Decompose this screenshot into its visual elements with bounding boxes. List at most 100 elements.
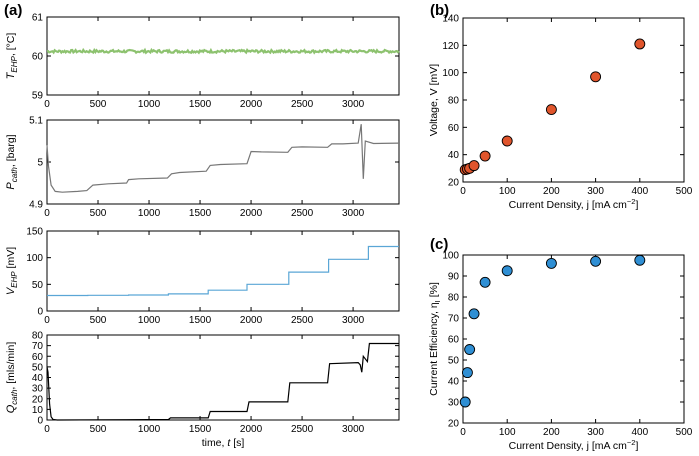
x-tick-label: 0 [44, 424, 50, 435]
y-axis-label: Current Efficiency, ηI [%] [428, 282, 442, 396]
series-line [47, 245, 399, 297]
y-tick-label: 100 [442, 251, 459, 262]
x-tick-label: 100 [499, 427, 516, 438]
series-line [46, 342, 399, 421]
x-tick-label: 2500 [291, 424, 314, 435]
y-tick-label: 59 [32, 91, 44, 102]
panel-label: (a) [4, 2, 22, 19]
x-tick-label: 1000 [138, 208, 161, 219]
y-axis-label: TEHP, [°C] [5, 33, 19, 80]
y-axis-label: Qcath, [mls/min] [5, 342, 19, 414]
y-tick-label: 40 [448, 377, 460, 388]
y-tick-label: 0 [37, 416, 43, 427]
plot-frame [462, 254, 685, 424]
x-tick-label: 2000 [240, 424, 263, 435]
y-axis-label: Voltage, V [mV] [428, 64, 440, 136]
x-tick-label: 500 [90, 208, 107, 219]
y-tick-label: 10 [32, 405, 44, 416]
x-tick-label: 1000 [138, 424, 161, 435]
x-tick-label: 0 [44, 208, 50, 219]
y-tick-label: 20 [448, 178, 460, 189]
x-axis-label: time, t [s] [202, 437, 245, 449]
x-tick-label: 2000 [240, 315, 263, 326]
y-tick-label: 30 [448, 398, 460, 409]
y-tick-label: 40 [448, 150, 460, 161]
y-tick-label: 50 [32, 362, 44, 373]
x-axis-label: Current Density, j [mA cm−2] [509, 197, 639, 211]
plot-frame [46, 16, 400, 96]
plot-frame [46, 334, 400, 421]
x-tick-label: 3000 [342, 424, 365, 435]
plot-frame [462, 17, 685, 183]
x-tick-label: 500 [676, 186, 693, 197]
x-tick-label: 3000 [342, 315, 365, 326]
chart-a4: 0 500 1000 1500 2000 2500 3000 0102030405060708… [5, 331, 400, 449]
data-point [634, 254, 646, 266]
panel-label: (b) [430, 2, 449, 19]
y-tick-label: 80 [448, 96, 460, 107]
data-point [468, 308, 480, 320]
x-tick-label: 500 [90, 99, 107, 110]
y-tick-label: 70 [32, 341, 44, 352]
x-tick-label: 1500 [189, 424, 212, 435]
x-tick-label: 300 [587, 427, 604, 438]
x-tick-label: 3000 [342, 99, 365, 110]
x-tick-label: 300 [587, 186, 604, 197]
chart-a3: 0 500 1000 1500 2000 2500 3000 0 50 100 150 VEHP [m… [5, 227, 400, 326]
x-tick-label: 400 [631, 186, 648, 197]
chart-a2: 0 500 1000 1500 2000 2500 3000 4.9 5 5.1 Pcath, [b… [5, 116, 400, 219]
y-tick-label: 30 [32, 384, 44, 395]
x-tick-label: 2500 [291, 99, 314, 110]
x-tick-label: 0 [460, 427, 466, 438]
y-tick-label: 60 [32, 352, 44, 363]
data-point [468, 160, 480, 172]
x-tick-label: 500 [676, 427, 693, 438]
series-line [46, 124, 400, 193]
x-tick-label: 1500 [189, 208, 212, 219]
y-axis-label: VEHP [mV] [5, 247, 19, 295]
x-tick-label: 1500 [189, 315, 212, 326]
y-tick-label: 70 [448, 314, 460, 325]
chart-c: 0 100 200 300 400 5002030405060708090100Curre… [428, 236, 693, 452]
x-tick-label: 1500 [189, 99, 212, 110]
y-tick-label: 80 [32, 331, 44, 342]
x-tick-label: 2500 [291, 315, 314, 326]
x-tick-label: 1000 [138, 315, 161, 326]
x-tick-label: 500 [90, 315, 107, 326]
x-tick-label: 500 [90, 424, 107, 435]
data-point [501, 135, 513, 147]
y-tick-label: 20 [448, 419, 460, 430]
y-tick-label: 140 [442, 14, 459, 25]
y-tick-label: 150 [26, 227, 43, 238]
x-tick-label: 100 [499, 186, 516, 197]
y-tick-label: 5.1 [29, 116, 43, 127]
y-tick-label: 60 [448, 335, 460, 346]
data-point [461, 367, 473, 379]
x-tick-label: 400 [631, 427, 648, 438]
data-point [545, 257, 557, 269]
x-tick-label: 2500 [291, 208, 314, 219]
x-tick-label: 2000 [240, 208, 263, 219]
data-point [479, 276, 491, 288]
data-point [634, 38, 646, 50]
y-tick-label: 61 [32, 13, 44, 24]
y-tick-label: 20 [32, 394, 44, 405]
x-tick-label: 200 [543, 186, 560, 197]
x-axis-label: Current Density, j [mA cm−2] [509, 438, 639, 452]
data-point [459, 396, 471, 408]
data-point [590, 71, 602, 83]
data-point [479, 150, 491, 162]
plot-frame [46, 119, 400, 205]
data-point [590, 255, 602, 267]
data-point [545, 104, 557, 116]
y-tick-label: 90 [448, 272, 460, 283]
x-tick-label: 1000 [138, 99, 161, 110]
y-tick-label: 0 [37, 307, 43, 318]
y-axis-label: Pcath, [barg] [5, 134, 19, 189]
x-tick-label: 200 [543, 427, 560, 438]
data-point [464, 344, 476, 355]
x-tick-label: 0 [460, 186, 466, 197]
plot-frame [46, 230, 400, 312]
chart-a1: 0 500 1000 1500 2000 2500 3000 59 60 61 TEHP, [°C]… [4, 2, 400, 110]
